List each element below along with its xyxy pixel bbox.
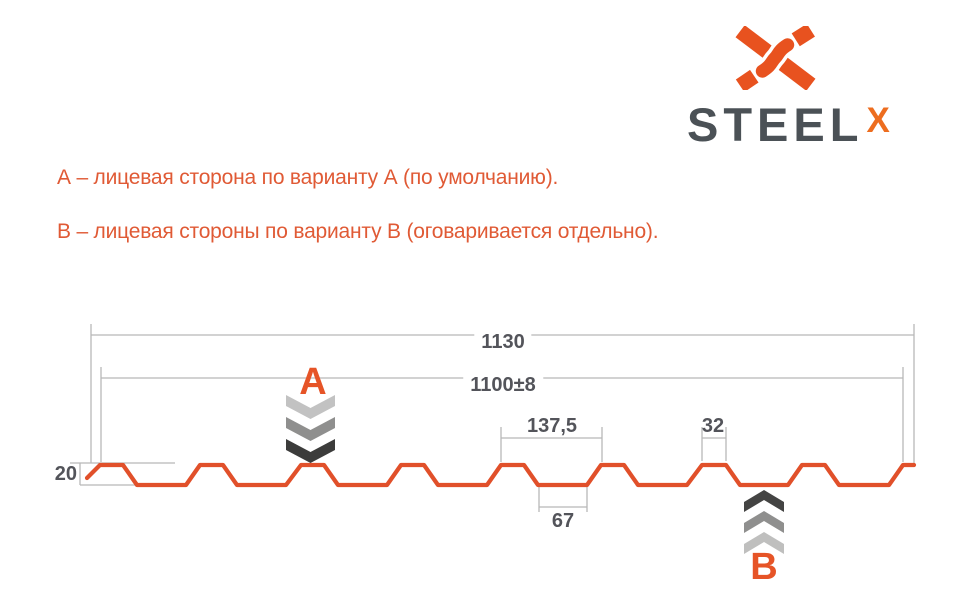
note-variant-b: В – лицевая стороны по варианту В (огова… bbox=[57, 220, 659, 243]
note-variant-a: А – лицевая сторона по варианту А (по ум… bbox=[57, 166, 559, 189]
marker-b-label: В bbox=[750, 546, 778, 588]
steelx-logo-icon bbox=[735, 26, 816, 90]
dim-height: 20 bbox=[54, 463, 77, 485]
profile-sheet-outline bbox=[84, 462, 917, 488]
dim-useful-width: 1100±8 bbox=[463, 375, 543, 395]
marker-a-label: А bbox=[299, 361, 327, 403]
logo-wordmark: STEELX bbox=[687, 101, 890, 148]
dim-rib-top: 32 bbox=[701, 415, 725, 437]
dim-valley: 67 bbox=[551, 510, 575, 532]
chevron-up-icon bbox=[744, 490, 784, 554]
logo-steel-text: STEEL bbox=[687, 98, 864, 151]
dim-overall-width: 1130 bbox=[474, 332, 532, 352]
logo-sup-x: X bbox=[866, 101, 890, 140]
dim-pitch: 137,5 bbox=[526, 415, 578, 437]
chevron-down-icon bbox=[286, 395, 335, 463]
